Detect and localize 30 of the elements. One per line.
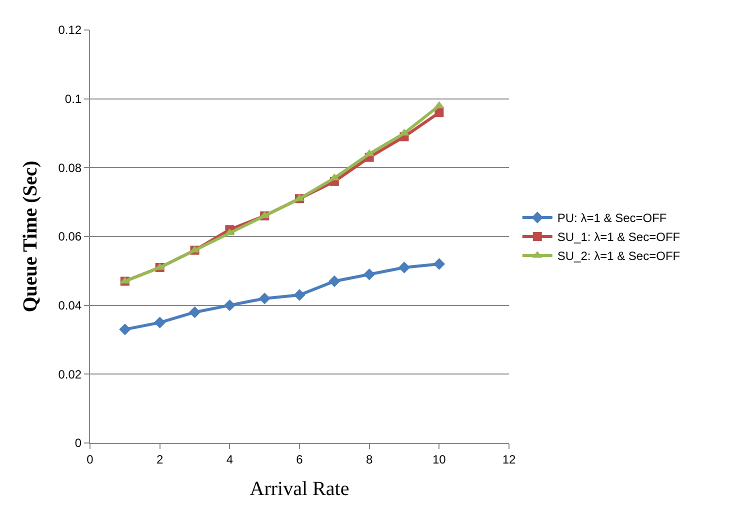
x-tick-label: 12 xyxy=(502,452,516,466)
y-axis-title: Queue Time (Sec) xyxy=(20,160,42,312)
point xyxy=(188,306,201,318)
x-tick-label: 2 xyxy=(156,452,164,466)
x-axis-title: Arrival Rate xyxy=(250,478,350,500)
point xyxy=(294,289,306,301)
point xyxy=(433,258,446,270)
point xyxy=(258,292,270,304)
x-tick-label: 0 xyxy=(86,452,94,466)
legend-label: PU: λ=1 & Sec=OFF xyxy=(557,211,667,226)
x-tick-label: 4 xyxy=(226,452,234,466)
point xyxy=(434,108,444,118)
point xyxy=(398,262,410,274)
legend-label: SU_2: λ=1 & Sec=OFF xyxy=(557,249,680,264)
legend-label: SU_1: λ=1 & Sec=OFF xyxy=(557,230,680,244)
point xyxy=(224,299,236,312)
point xyxy=(154,316,166,328)
point xyxy=(328,275,340,288)
x-tick-label: 6 xyxy=(296,452,304,466)
x-tick-label: 8 xyxy=(366,452,373,466)
y-tick-label: 0.04 xyxy=(58,298,82,313)
point xyxy=(119,324,131,336)
y-tick-label: 0.08 xyxy=(58,160,82,175)
x-tick-label: 10 xyxy=(432,452,446,466)
y-tick-label: 0.12 xyxy=(58,23,82,38)
y-tick-label: 0 xyxy=(74,436,82,450)
y-tick-label: 0.02 xyxy=(58,367,82,382)
y-tick-label: 0.1 xyxy=(64,92,82,106)
point xyxy=(363,268,376,280)
y-tick-label: 0.06 xyxy=(58,230,82,244)
